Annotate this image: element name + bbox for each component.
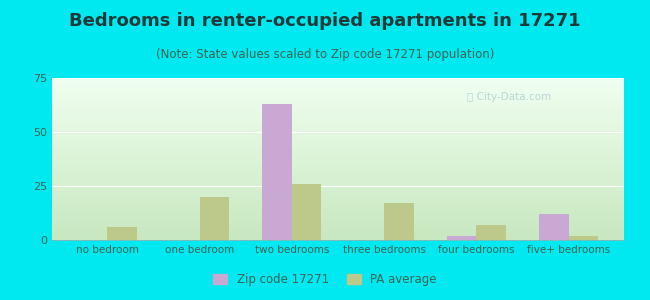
Legend: Zip code 17271, PA average: Zip code 17271, PA average: [209, 269, 441, 291]
Bar: [263, 104, 292, 240]
Bar: [107, 227, 137, 240]
Text: Ⓢ City-Data.com: Ⓢ City-Data.com: [467, 92, 552, 102]
Bar: [292, 184, 321, 240]
Text: Bedrooms in renter-occupied apartments in 17271: Bedrooms in renter-occupied apartments i…: [69, 12, 581, 30]
Bar: [200, 197, 229, 240]
Bar: [384, 203, 413, 240]
Bar: [476, 225, 506, 240]
Bar: [539, 214, 569, 240]
Bar: [447, 236, 476, 240]
Text: (Note: State values scaled to Zip code 17271 population): (Note: State values scaled to Zip code 1…: [156, 48, 494, 61]
Bar: [569, 236, 598, 240]
